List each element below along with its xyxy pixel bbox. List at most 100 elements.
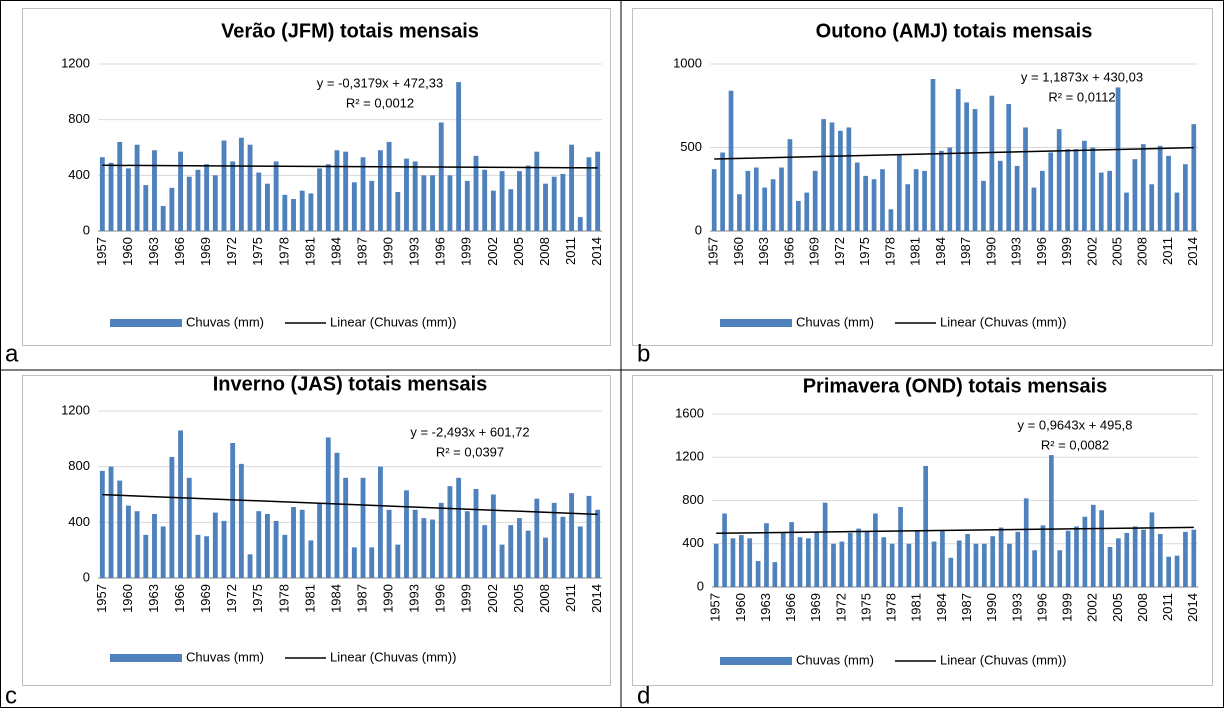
bar: [1132, 159, 1138, 231]
bar: [560, 173, 566, 231]
bar: [490, 190, 496, 231]
bar: [160, 205, 166, 231]
bar: [247, 144, 253, 231]
bar: [334, 452, 340, 578]
bar: [956, 540, 962, 587]
bar: [525, 165, 531, 231]
chart-title: Outono (AMJ) totais mensais: [816, 20, 1093, 42]
legend-label: Chuvas (mm): [186, 649, 264, 664]
legend-label: Linear (Chuvas (mm)): [940, 314, 1066, 329]
bar: [386, 141, 392, 231]
bar: [1056, 129, 1062, 231]
y-tick-label: 500: [680, 139, 702, 154]
bar: [973, 543, 979, 587]
bar: [299, 509, 305, 578]
bar: [360, 157, 366, 231]
bar: [1099, 510, 1104, 587]
x-tick-label: 1960: [120, 237, 135, 266]
bar: [560, 516, 566, 578]
bar: [1115, 87, 1121, 231]
bar: [360, 477, 366, 578]
bar: [972, 109, 978, 231]
trend-line: [102, 164, 598, 169]
legend-label: Linear (Chuvas (mm)): [330, 314, 456, 329]
x-tick-label: 1966: [172, 584, 187, 613]
bar: [940, 530, 945, 587]
bar: [1040, 525, 1046, 587]
bar: [1166, 155, 1171, 231]
bar: [1157, 534, 1163, 587]
x-tick-label: 1966: [172, 237, 187, 266]
bar: [308, 193, 314, 231]
bar: [195, 534, 201, 578]
bar: [780, 532, 786, 587]
bar: [473, 488, 479, 578]
bar: [829, 122, 835, 231]
x-tick-label: 1963: [756, 237, 771, 266]
bar: [1124, 532, 1130, 587]
bar: [737, 194, 742, 231]
legend-label: Linear (Chuvas (mm)): [330, 649, 456, 664]
bar: [1031, 187, 1037, 231]
bar: [762, 187, 768, 231]
x-tick-label: 1981: [909, 593, 924, 622]
legend-label: Linear (Chuvas (mm)): [940, 652, 1066, 667]
bar: [117, 141, 123, 231]
bar: [325, 164, 331, 231]
bar: [577, 217, 583, 231]
x-tick-label: 1957: [706, 237, 721, 266]
bar: [948, 557, 954, 587]
x-tick-label: 2005: [1110, 593, 1125, 622]
x-tick-label: 1972: [833, 593, 848, 622]
bar: [713, 543, 719, 587]
bar: [1174, 555, 1180, 587]
legend-swatch: [720, 319, 792, 327]
chart-title: Verão (JFM) totais mensais: [221, 20, 479, 42]
bar: [490, 494, 496, 578]
legend-swatch: [110, 319, 182, 327]
bar: [482, 525, 488, 578]
bar: [1039, 170, 1045, 231]
x-tick-label: 1978: [276, 584, 291, 613]
trend-equation: y = 0,9643x + 495,8: [1018, 417, 1133, 432]
bar: [831, 543, 836, 587]
x-tick-label: 2005: [511, 237, 526, 266]
x-tick-label: 1975: [250, 237, 265, 266]
bar: [981, 180, 986, 231]
bar: [1124, 192, 1129, 231]
panel-letter: d: [637, 682, 650, 708]
bar: [1006, 104, 1012, 231]
x-tick-label: 1987: [354, 584, 369, 613]
bar: [913, 169, 919, 231]
y-tick-label: 1000: [673, 55, 702, 70]
x-tick-label: 2011: [563, 237, 578, 265]
bar: [738, 535, 744, 587]
trend-equation: y = -2,493x + 601,72: [410, 424, 529, 439]
bar: [922, 170, 927, 231]
bar: [1149, 512, 1155, 587]
bar: [789, 522, 794, 587]
bar: [221, 520, 227, 578]
x-tick-label: 1969: [807, 237, 822, 266]
panel-letter: b: [637, 340, 650, 367]
bar: [595, 509, 601, 578]
x-tick-label: 1987: [959, 593, 974, 622]
legend-label: Chuvas (mm): [186, 314, 264, 329]
bar: [821, 119, 826, 231]
bar: [438, 122, 444, 231]
chart-title: Primavera (OND) totais mensais: [803, 375, 1108, 397]
y-tick-label: 0: [83, 222, 90, 237]
bar: [914, 530, 920, 587]
bar: [722, 513, 727, 587]
bar: [772, 562, 778, 587]
x-tick-label: 2008: [1135, 237, 1150, 266]
bar: [299, 190, 305, 231]
bar: [1065, 530, 1071, 587]
bar: [747, 538, 753, 587]
bar: [160, 526, 166, 578]
y-tick-label: 400: [682, 535, 704, 550]
x-tick-label: 2014: [1185, 593, 1200, 622]
bar: [838, 130, 843, 231]
bar: [186, 176, 192, 231]
